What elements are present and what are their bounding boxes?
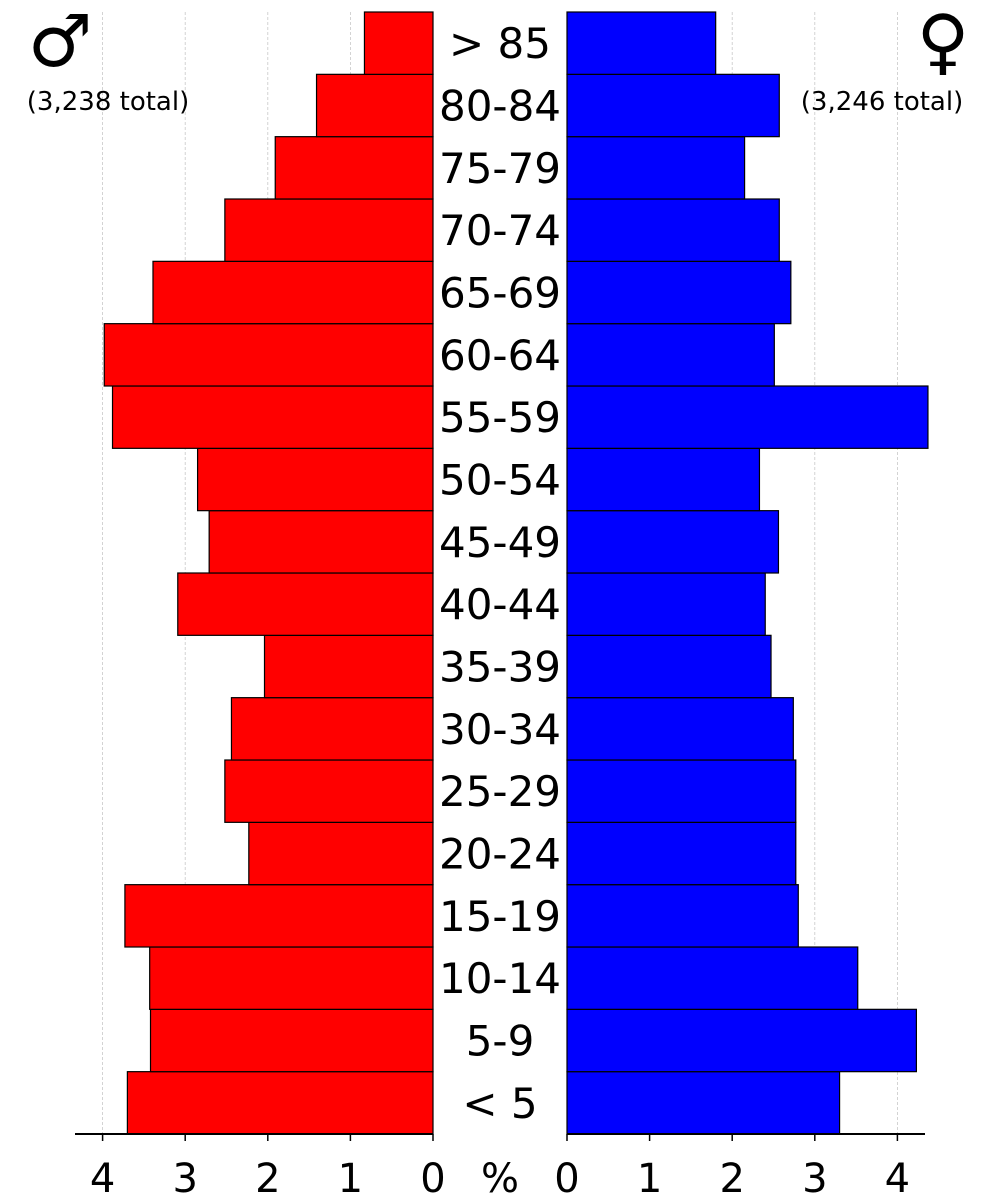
female-tick-label: 1 [637,1156,662,1200]
male-bar [103,323,434,387]
age-group-label: 65-69 [439,269,561,318]
age-group-label: 35-39 [439,643,561,692]
age-group-label: 80-84 [439,82,561,131]
age-group-label: 55-59 [439,393,561,442]
male-bar [126,1071,434,1135]
age-group-label: 45-49 [439,518,561,567]
male-tick-label: 3 [172,1156,197,1200]
age-group-label: 15-19 [439,892,561,941]
age-group-label: > 85 [449,19,551,68]
male-tick-label: 1 [338,1156,363,1200]
female-bar [566,447,761,512]
female-bar [566,634,772,699]
female-bar [566,385,929,449]
bars [103,11,929,1135]
female-bar [566,198,780,262]
age-group-label: 5-9 [466,1017,535,1066]
male-bar [315,73,434,138]
age-group-label: 50-54 [439,456,561,505]
female-bar [566,260,792,325]
male-bar [196,447,434,512]
female-bar [566,73,780,138]
female-bar [566,11,717,75]
female-tick-label: 2 [719,1156,744,1200]
male-bar [224,198,434,262]
female-bar [566,1008,917,1073]
age-group-label: 30-34 [439,705,561,754]
tick-labels: 0 0 1 1 2 2 3 3 4 4 [90,1156,910,1200]
female-bar [566,510,780,574]
female-symbol: ♀ [917,0,970,83]
male-total-label: (3,238 total) [27,87,189,117]
female-total-label: (3,246 total) [801,87,963,117]
age-group-label: 10-14 [439,954,561,1003]
male-bar [149,1008,434,1073]
female-bar [566,1071,841,1135]
age-group-label: 25-29 [439,767,561,816]
age-group-label: 70-74 [439,206,561,255]
age-group-label: < 5 [462,1079,537,1128]
age-labels: < 5 5-9 10-14 15-19 20-24 25-29 30-34 35-39 40-4… [439,19,561,1128]
female-bar [566,884,799,948]
male-bar [152,260,434,325]
female-bar [566,697,794,761]
age-group-label: 20-24 [439,830,561,879]
female-bar [566,946,859,1010]
age-group-label: 60-64 [439,331,561,380]
male-bar [274,136,434,200]
male-bar [248,821,434,886]
male-bar [149,946,434,1010]
male-bar [224,759,434,823]
male-tick-label: 0 [420,1156,445,1200]
male-bar [208,510,434,574]
male-bar [124,884,434,948]
female-tick-label: 0 [554,1156,579,1200]
female-tick-label: 4 [885,1156,910,1200]
male-tick-label: 4 [90,1156,115,1200]
male-bar [230,697,434,761]
percent-axis-label: % [481,1156,519,1200]
female-bar [566,136,746,200]
male-symbol: ♂ [28,0,93,83]
axes [75,1133,925,1141]
male-bar [177,572,434,636]
female-bar [566,759,797,823]
female-tick-label: 3 [802,1156,827,1200]
male-bar [263,634,434,699]
female-bar [566,323,775,387]
male-tick-label: 2 [255,1156,280,1200]
male-bar [363,11,434,75]
male-bar [111,385,434,449]
female-bar [566,821,797,886]
age-group-label: 75-79 [439,144,561,193]
age-group-label: 40-44 [439,580,561,629]
female-bar [566,572,766,636]
